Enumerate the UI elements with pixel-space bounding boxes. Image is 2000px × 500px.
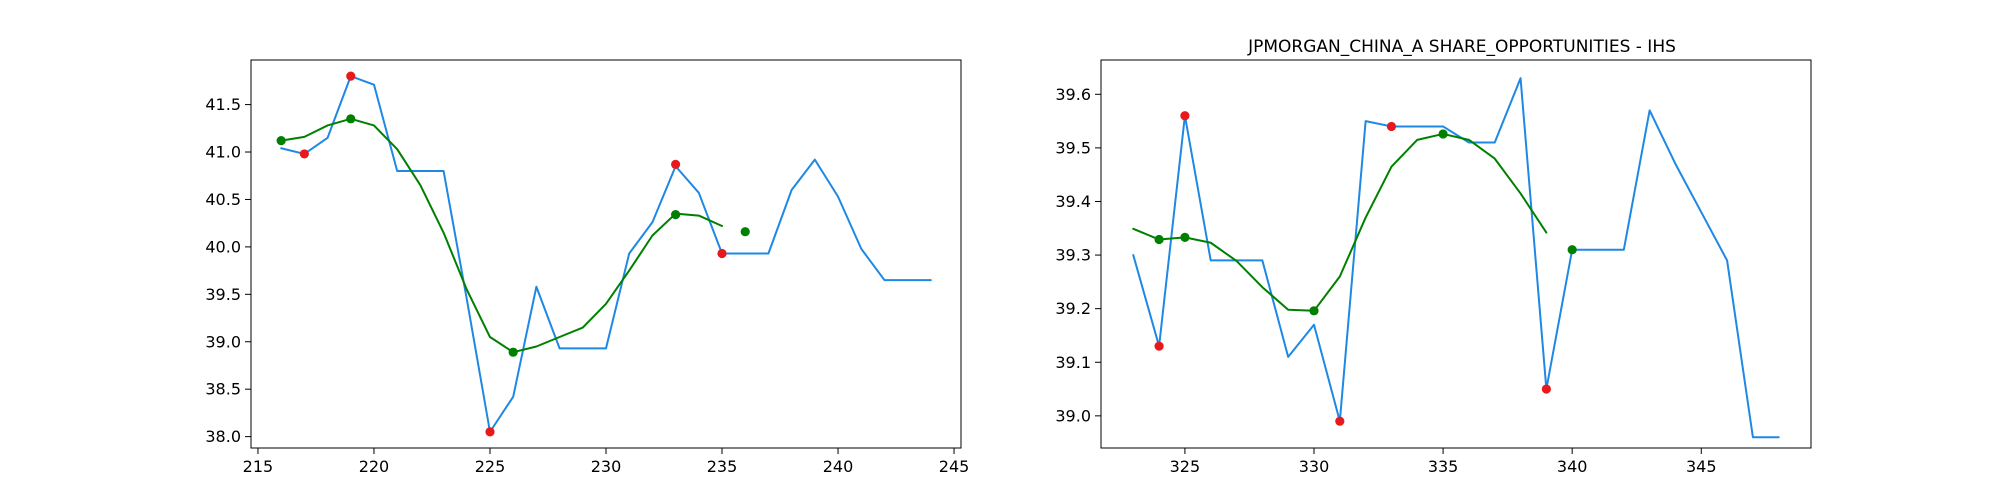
left-chart: 215 220 225 230 235 240 245 38.0 38.5 39.0 39.5 40.… (205, 59, 970, 476)
left-series-2-point (717, 248, 727, 259)
left-x-tick-label: 240 (823, 457, 854, 476)
right-y-tick-label: 39.1 (1055, 353, 1091, 372)
left-plot-area (276, 71, 932, 437)
right-series-2-point (1335, 416, 1345, 426)
left-series-3-point (671, 210, 681, 220)
right-series-3-point (1567, 245, 1577, 255)
right-series-3-point (1154, 234, 1164, 245)
right-chart-title: JPMORGAN_CHINA_A SHARE_OPPORTUNITIES - I… (1247, 37, 1676, 57)
left-series-3-point (508, 347, 518, 357)
right-series-2-point (1180, 111, 1190, 121)
right-x-tick-label: 335 (1428, 457, 1459, 476)
right-y-tick-label: 39.2 (1055, 299, 1091, 318)
right-y-tick-label: 39.5 (1055, 138, 1091, 157)
left-y-tick-label: 39.5 (205, 285, 241, 304)
left-x-tick-label: 230 (591, 457, 622, 476)
left-y-tick-label: 40.5 (205, 190, 241, 209)
right-y-tick-label: 39.3 (1055, 246, 1091, 265)
left-series-3-point (346, 114, 356, 124)
right-series-2-point (1386, 121, 1397, 132)
right-series-0-line (1132, 77, 1780, 439)
left-x-tick-label: 245 (939, 457, 970, 476)
left-y-tick-label: 38.5 (205, 380, 241, 399)
left-x-tick-label: 225 (475, 457, 506, 476)
right-x-tick-label: 340 (1557, 457, 1588, 476)
right-y-tick-label: 39.6 (1055, 85, 1091, 104)
right-x-tick-label: 330 (1299, 457, 1330, 476)
left-x-tick-label: 215 (243, 457, 274, 476)
left-y-tick-label: 41.0 (205, 143, 241, 162)
left-y-tick-label: 38.0 (205, 427, 241, 446)
left-x-tick-label: 235 (707, 457, 738, 476)
left-x-tick-label: 220 (359, 457, 390, 476)
right-series-2-point (1541, 384, 1551, 394)
right-series-2-point (1154, 341, 1164, 351)
right-axes-frame (1100, 59, 1812, 449)
right-series-3-point (1309, 306, 1319, 316)
left-series-2-point (485, 427, 495, 437)
right-series-3-point (1180, 232, 1190, 242)
left-series-3-point (740, 227, 750, 237)
left-y-tick-label: 41.5 (205, 95, 241, 114)
right-y-tick-label: 39.0 (1055, 406, 1091, 425)
right-series-3-point (1438, 129, 1448, 139)
right-chart: JPMORGAN_CHINA_A SHARE_OPPORTUNITIES - I… (1055, 37, 1812, 476)
left-y-tick-label: 40.0 (205, 237, 241, 256)
right-y-tick-label: 39.4 (1055, 192, 1091, 211)
right-x-tick-label: 325 (1170, 457, 1201, 476)
left-series-2-point (346, 71, 356, 81)
left-series-3-point (276, 136, 286, 146)
right-series-1-line (1132, 132, 1548, 312)
left-y-tick-label: 39.0 (205, 332, 241, 351)
right-plot-area (1132, 77, 1780, 439)
left-series-2-point (671, 159, 681, 169)
left-series-2-point (299, 149, 309, 159)
right-x-tick-label: 345 (1686, 457, 1717, 476)
